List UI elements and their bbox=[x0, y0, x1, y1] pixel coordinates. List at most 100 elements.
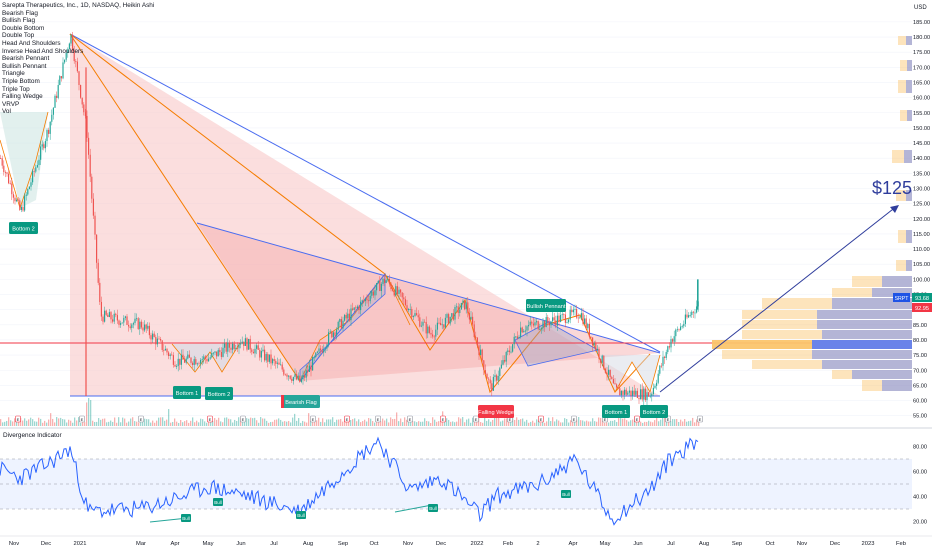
candle-body bbox=[520, 327, 522, 337]
volume-bar bbox=[38, 417, 40, 426]
candle-body bbox=[155, 336, 157, 345]
candle-body bbox=[614, 383, 616, 385]
candle-body bbox=[139, 321, 141, 330]
candle-body bbox=[94, 215, 96, 235]
candle-body bbox=[184, 359, 186, 363]
legend-item-vrvp[interactable]: VRVP bbox=[2, 100, 20, 108]
pattern-label-bottom2-early[interactable]: Bottom 2 bbox=[9, 222, 38, 234]
candle-body bbox=[212, 352, 214, 354]
volume-bar bbox=[440, 421, 442, 426]
candle-body bbox=[560, 315, 562, 322]
candle-body bbox=[289, 375, 291, 379]
legend-item-bullish-flag[interactable]: Bullish Flag bbox=[2, 17, 36, 25]
candle-body bbox=[211, 352, 213, 358]
legend-item-head-and-shoulders[interactable]: Head And Shoulders bbox=[2, 39, 61, 47]
candle-body bbox=[262, 349, 264, 352]
candle-body bbox=[48, 129, 50, 134]
oscillator-axis[interactable]: 80.00 60.00 40.00 20.00 bbox=[913, 445, 927, 526]
pattern-label-bottom2-may[interactable]: Bottom 2 bbox=[205, 387, 233, 400]
candle-body bbox=[521, 327, 523, 333]
candle-body bbox=[220, 352, 222, 357]
candle-body bbox=[396, 286, 398, 294]
candle-body bbox=[545, 317, 547, 328]
volume-bar bbox=[54, 422, 56, 426]
legend-item-double-top[interactable]: Double Top bbox=[2, 32, 35, 40]
legend-item-triple-bottom[interactable]: Triple Bottom bbox=[2, 77, 40, 85]
legend-item-double-bottom[interactable]: Double Bottom bbox=[2, 24, 45, 32]
legend-item-bullish-pennant[interactable]: Bullish Pennant bbox=[2, 62, 47, 70]
candle-body bbox=[12, 194, 14, 198]
candle-body bbox=[630, 390, 632, 396]
price-axis[interactable]: 185.00 180.00 175.00 170.00 165.00 160.00 155.… bbox=[913, 20, 930, 420]
candle-body bbox=[360, 301, 362, 311]
volume-bar bbox=[424, 418, 426, 426]
bull-marker-5: Bull bbox=[561, 490, 571, 498]
time-tick-label: Dec bbox=[830, 541, 840, 547]
legend-item-triple-top[interactable]: Triple Top bbox=[2, 85, 30, 93]
vp-row-total bbox=[892, 150, 912, 163]
volume-bar bbox=[582, 420, 584, 426]
volume-bar bbox=[326, 419, 328, 426]
pattern-label-bottom1-may22[interactable]: Bottom 1 bbox=[602, 405, 630, 418]
volume-bar bbox=[588, 421, 590, 426]
volume-bar bbox=[390, 417, 392, 426]
candle-body bbox=[88, 137, 90, 155]
volume-bar bbox=[566, 418, 568, 426]
candle-body bbox=[236, 348, 238, 349]
price-tick-label: 60.00 bbox=[913, 399, 927, 405]
target-price-label: $125 bbox=[872, 178, 912, 198]
earnings-marker bbox=[207, 415, 213, 423]
candle-body bbox=[670, 339, 672, 348]
candle-body bbox=[622, 390, 624, 395]
volume-bar bbox=[428, 421, 430, 426]
volume-bar bbox=[32, 419, 34, 426]
legend-item-bearish-flag[interactable]: Bearish Flag bbox=[2, 9, 38, 17]
pattern-label-bottom1-apr[interactable]: Bottom 1 bbox=[173, 386, 201, 399]
volume-bar bbox=[636, 422, 638, 426]
volume-bar bbox=[456, 421, 458, 426]
candle-body bbox=[160, 339, 162, 341]
legend-item-bearish-pennant[interactable]: Bearish Pennant bbox=[2, 55, 50, 63]
pattern-label-falling-wedge[interactable]: Falling Wedge bbox=[478, 405, 514, 418]
volume-bar bbox=[22, 420, 24, 426]
volume-bar bbox=[674, 419, 676, 426]
inner-triangle-fill bbox=[197, 223, 660, 381]
legend-item-vol[interactable]: Vol bbox=[2, 108, 11, 116]
volume-bar bbox=[462, 417, 464, 426]
candle-body bbox=[512, 344, 514, 352]
svg-text:Bullish Pennant: Bullish Pennant bbox=[527, 304, 566, 310]
candle-body bbox=[43, 144, 45, 149]
volume-bar bbox=[518, 419, 520, 426]
candle-body bbox=[550, 321, 552, 326]
earnings-marker bbox=[634, 415, 640, 423]
volume-bar bbox=[252, 418, 254, 426]
candle-body bbox=[206, 358, 208, 362]
candle-body bbox=[678, 329, 680, 331]
candle-body bbox=[40, 146, 42, 160]
volume-bar bbox=[102, 418, 104, 426]
candle-body bbox=[201, 359, 203, 361]
legend-item-inverse-head-and-shoulders[interactable]: Inverse Head And Shoulders bbox=[2, 47, 84, 55]
volume-bar bbox=[42, 422, 44, 426]
candle-body bbox=[283, 369, 285, 375]
legend-item-falling-wedge[interactable]: Falling Wedge bbox=[2, 93, 43, 101]
time-axis[interactable]: Nov Dec 2021 Mar Apr May Jun Jul Aug Sep Oct Nov Dec… bbox=[9, 541, 906, 547]
earnings-marker-label: E bbox=[636, 417, 639, 422]
volume-bar bbox=[180, 419, 182, 426]
pattern-label-bottom2-jun22[interactable]: Bottom 2 bbox=[640, 405, 668, 418]
volume-bar bbox=[76, 420, 78, 426]
candle-body bbox=[665, 352, 667, 358]
svg-text:Bull: Bull bbox=[297, 513, 305, 518]
volume-bar bbox=[250, 417, 252, 426]
pattern-label-bullish-pennant[interactable]: Bullish Pennant bbox=[526, 299, 566, 312]
legend-item-triangle[interactable]: Triangle bbox=[2, 70, 25, 78]
volume-bar bbox=[266, 420, 268, 426]
volume-bar bbox=[298, 418, 300, 426]
candle-body bbox=[462, 300, 464, 304]
svg-text:93.68: 93.68 bbox=[915, 296, 929, 302]
inner-triangle-upper bbox=[196, 222, 661, 354]
volume-bar bbox=[80, 422, 82, 426]
pattern-label-bearish-flag[interactable]: Bearish Flag bbox=[281, 395, 320, 408]
volume-bar bbox=[576, 419, 578, 426]
